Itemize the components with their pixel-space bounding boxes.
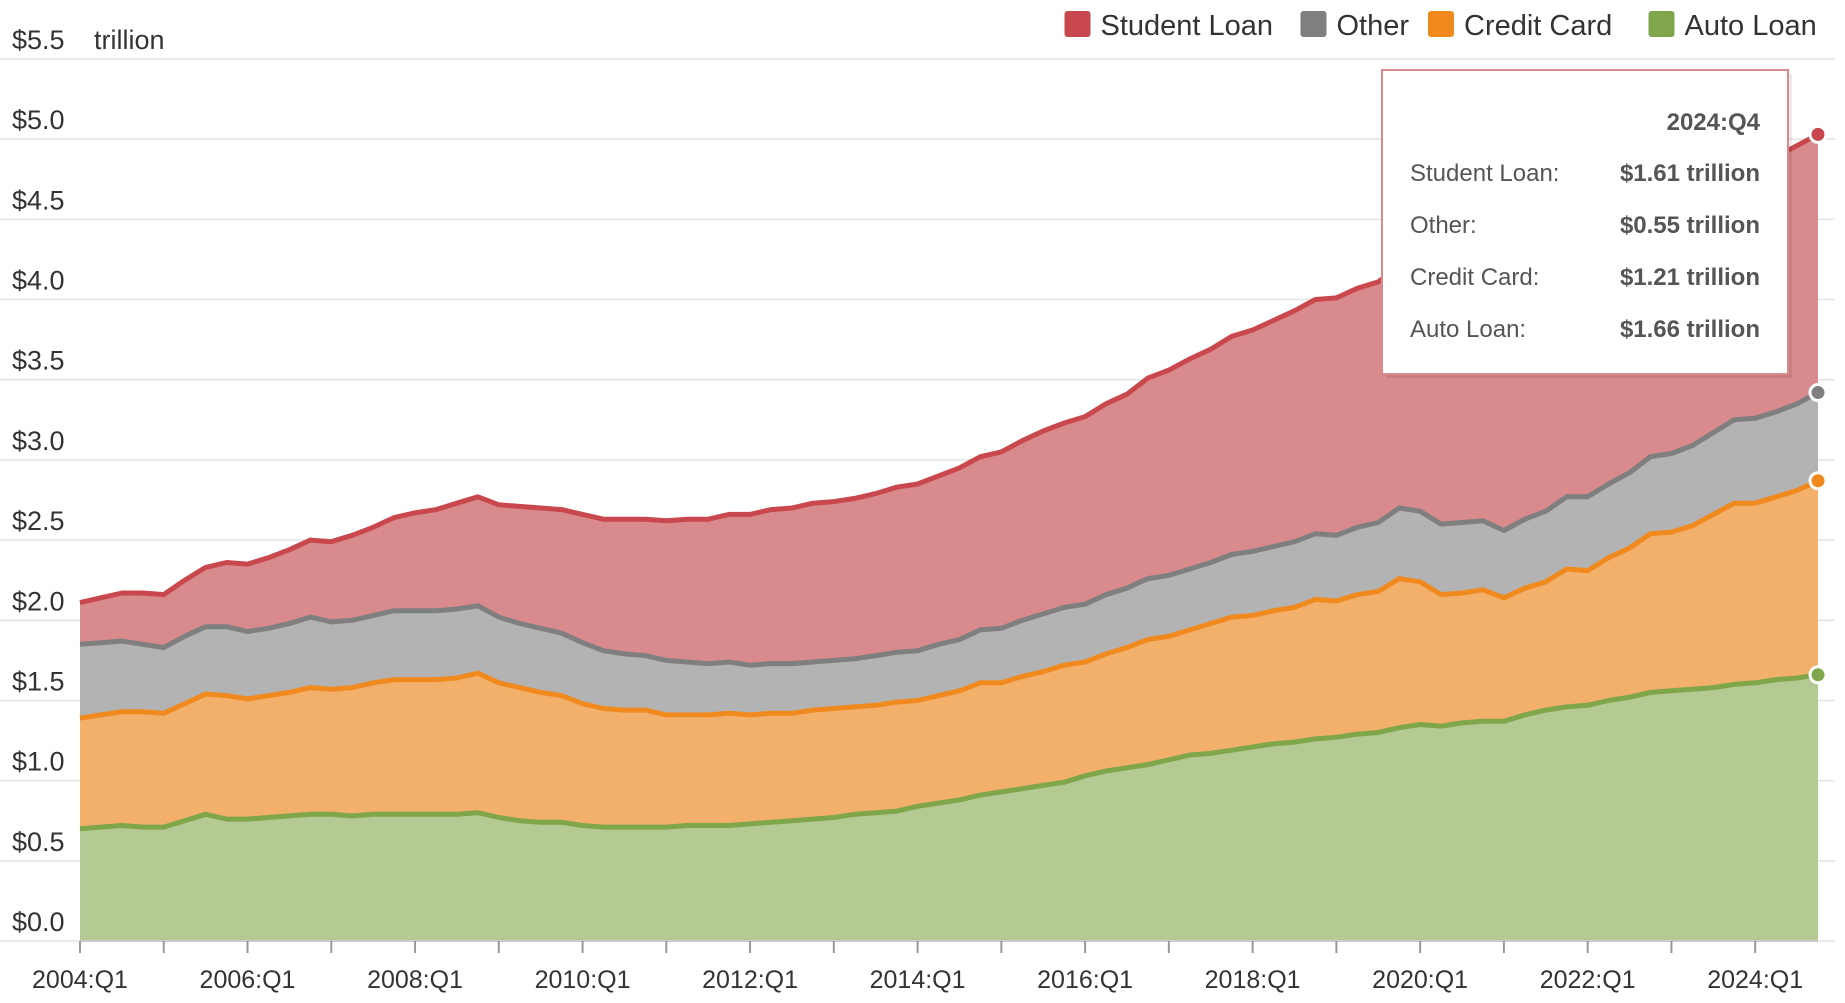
x-tick-label: 2006:Q1	[200, 966, 296, 994]
tooltip-box	[1381, 69, 1789, 375]
area	[80, 134, 1818, 666]
tooltip-title: 2024:Q4	[1667, 109, 1761, 136]
area	[80, 392, 1818, 719]
legend-swatch	[1648, 11, 1675, 37]
legend-label: Other	[1337, 10, 1410, 42]
legend-swatch	[1064, 11, 1091, 37]
tooltip-value: $1.61 trillion	[1620, 160, 1760, 187]
tooltip-label: Auto Loan:	[1410, 316, 1526, 343]
legend-label: Credit Card	[1464, 10, 1612, 42]
area	[80, 674, 1818, 941]
legend-swatch	[1428, 11, 1454, 37]
tooltip-value: $1.21 trillion	[1620, 264, 1760, 291]
y-tick-label: $2.0	[12, 586, 65, 616]
x-tick-label: 2008:Q1	[367, 966, 463, 994]
legend-label: Auto Loan	[1685, 10, 1817, 42]
end-point	[1808, 124, 1828, 144]
legend-swatch	[1300, 11, 1327, 37]
tooltip-value: $1.66 trillion	[1620, 316, 1760, 343]
x-tick-label: 2024:Q1	[1707, 966, 1803, 994]
tooltip-value: $0.55 trillion	[1620, 212, 1760, 239]
x-tick-label: 2004:Q1	[32, 966, 128, 994]
y-tick-label: $4.5	[12, 185, 65, 215]
x-tick-label: 2020:Q1	[1372, 966, 1468, 994]
x-tick-label: 2018:Q1	[1205, 966, 1301, 994]
end-point	[1808, 665, 1828, 685]
legend-label: Student Loan	[1101, 10, 1274, 42]
tooltip-label: Other:	[1410, 212, 1477, 239]
tooltip-label: Credit Card:	[1410, 264, 1539, 291]
axes: $0.0 $0.5 $1.0 $1.5 $2.0 $2.5 $3.0 $3.5 $4.0 $4.5…	[12, 25, 1818, 994]
tooltip-label: Student Loan:	[1410, 160, 1559, 187]
area	[80, 480, 1818, 829]
y-tick-label: $5.0	[12, 105, 65, 135]
x-tick-label: 2014:Q1	[870, 966, 966, 994]
tooltip: 2024:Q4 Student Loan: $1.61 trillion Other:…	[1381, 69, 1792, 378]
y-tick-label: $5.5	[12, 25, 65, 55]
y-unit: trillion	[94, 25, 165, 55]
x-tick-label: 2022:Q1	[1540, 966, 1636, 994]
areas	[79, 124, 1828, 941]
y-tick-label: $0.0	[12, 907, 65, 937]
y-tick-label: $0.5	[12, 827, 65, 857]
y-tick-label: $3.0	[12, 426, 65, 456]
x-tick-label: 2016:Q1	[1037, 966, 1133, 994]
x-tick-label: 2010:Q1	[535, 966, 631, 994]
area-line	[79, 672, 1819, 832]
end-point	[1808, 471, 1828, 491]
y-tick-label: $3.5	[12, 346, 65, 376]
y-tick-label: $2.5	[12, 506, 65, 536]
legend: Student Loan Other Credit Card Auto Loan	[1064, 10, 1817, 42]
area-line	[79, 390, 1820, 668]
end-point	[1808, 383, 1828, 403]
area-line	[79, 478, 1820, 721]
y-tick-label: $1.5	[12, 666, 65, 696]
y-tick-label: $4.0	[12, 266, 65, 296]
y-tick-label: $1.0	[12, 747, 65, 777]
x-tick-label: 2012:Q1	[702, 966, 798, 994]
